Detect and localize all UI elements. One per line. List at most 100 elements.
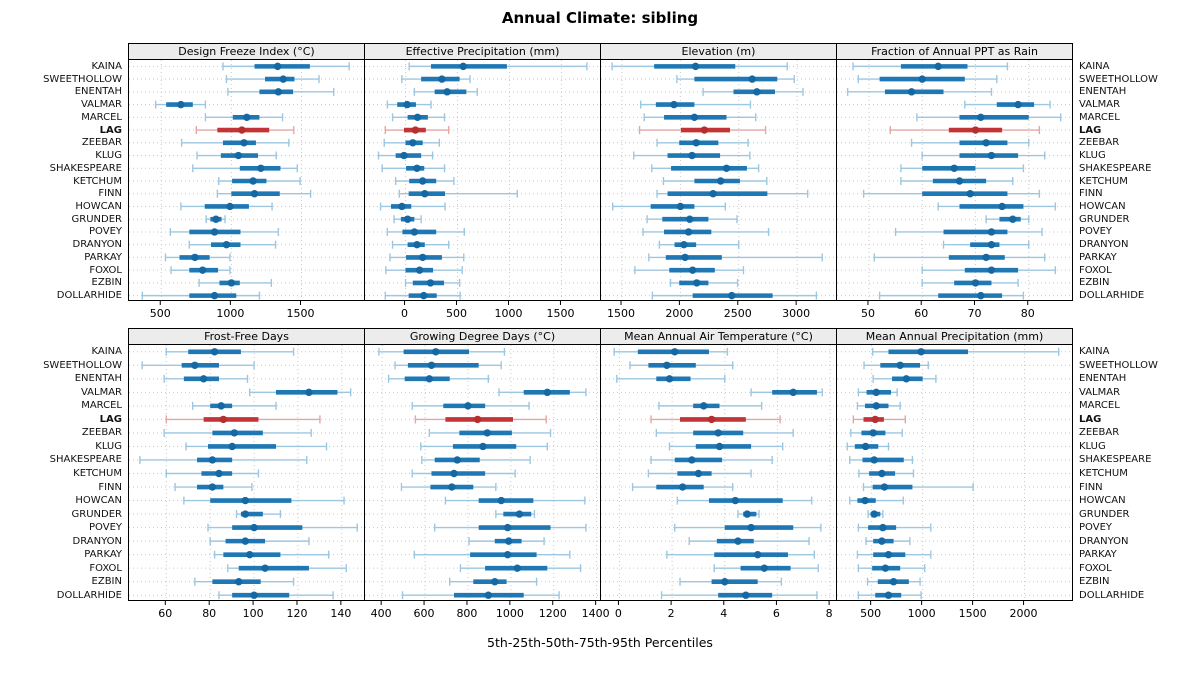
panel-grid: KAINA SWEETHOLLOW ENENTAH VALMAR MARCEL LAG ZE…	[0, 43, 1200, 625]
site-label-klug: KLUG	[95, 150, 122, 162]
axis-tick-label: 120	[286, 607, 307, 620]
percentile-row-marcel	[658, 401, 763, 410]
site-label-grunder: GRUNDER	[1079, 213, 1130, 225]
percentile-row-dollarhide	[141, 291, 261, 300]
site-label-enentah: ENENTAH	[1079, 373, 1127, 385]
percentile-row-lag	[195, 126, 295, 135]
site-label-zeebar: ZEEBAR	[81, 137, 122, 149]
percentile-row-ezbin	[198, 278, 273, 287]
percentile-row-lag	[638, 126, 767, 135]
site-label-kaina: KAINA	[91, 346, 123, 358]
site-labels-left: KAINA SWEETHOLLOW ENENTAH VALMAR MARCEL LAG ZE…	[0, 328, 128, 602]
percentile-row-povey	[434, 523, 587, 532]
percentile-row-ketchum	[858, 469, 915, 478]
percentile-row-dranyon	[688, 537, 810, 546]
panel-axis: 60 80 100 120 140	[158, 601, 351, 620]
percentile-row-parkay	[856, 550, 932, 559]
site-label-foxol: FOXOL	[1079, 264, 1112, 276]
panel-header: Elevation (m)	[600, 43, 837, 60]
panel-plot	[600, 344, 837, 601]
percentile-row-shakespeare	[192, 164, 298, 173]
percentile-row-finn	[400, 483, 497, 492]
percentile-row-foxol	[170, 266, 231, 275]
axis-tick-label: 80	[1021, 307, 1035, 320]
percentile-row-dollarhide	[401, 591, 560, 600]
site-label-enentah: ENENTAH	[1079, 86, 1127, 98]
percentile-row-finn	[631, 483, 734, 492]
percentile-row-marcel	[191, 401, 277, 410]
site-label-dollarhide: DOLLARHIDE	[1079, 290, 1145, 302]
percentile-row-zeebar	[163, 428, 312, 437]
panel-fraction-of-annual-ppt-as-rain: Fraction of Annual PPT as Rain 50 60 70 80	[836, 43, 1073, 325]
percentile-row-sweethollow	[676, 75, 795, 84]
percentile-row-finn	[174, 483, 253, 492]
axis-tick-label: 1500	[546, 307, 574, 320]
percentile-row-dranyon	[658, 240, 740, 249]
axis-tick-label: 60	[914, 307, 928, 320]
percentile-row-sweethollow	[225, 75, 320, 84]
percentile-row-dollarhide	[384, 291, 461, 300]
percentile-row-enentah	[872, 374, 937, 383]
percentile-row-dollarhide	[660, 591, 818, 600]
axis-tick-label: 100	[243, 607, 264, 620]
percentile-row-zeebar	[656, 138, 749, 147]
axis-tick-label: 500	[446, 307, 467, 320]
percentile-row-marcel	[643, 113, 757, 122]
panel-axis: 50 60 70 80	[861, 301, 1035, 320]
percentile-row-howcan	[183, 496, 345, 505]
percentile-row-shakespeare	[650, 455, 773, 464]
percentile-row-shakespeare	[139, 455, 308, 464]
site-label-marcel: MARCEL	[1079, 111, 1120, 123]
site-label-marcel: MARCEL	[81, 111, 122, 123]
site-label-povey: POVEY	[1079, 226, 1112, 238]
percentile-row-grunder	[205, 215, 226, 224]
percentile-row-foxol	[385, 266, 463, 275]
site-labels-right: KAINA SWEETHOLLOW ENENTAH VALMAR MARCEL LAG ZE…	[1073, 43, 1200, 302]
axis-tick-label: 140	[330, 607, 351, 620]
percentile-row-kaina	[613, 347, 729, 356]
axis-tick-label: 4	[720, 607, 727, 620]
percentile-row-shakespeare	[651, 164, 760, 173]
axis-caption: 5th-25th-50th-75th-95th Percentiles	[487, 635, 713, 650]
percentile-row-dollarhide	[878, 291, 1025, 300]
axis-tick-label: 0	[401, 307, 408, 320]
site-label-foxol: FOXOL	[1079, 562, 1112, 574]
axis-tick-label: 400	[371, 607, 392, 620]
percentile-row-enentah	[413, 87, 478, 96]
percentile-row-enentah	[387, 374, 490, 383]
percentile-row-povey	[642, 227, 770, 236]
percentile-row-lag	[165, 415, 321, 424]
percentile-row-grunder	[393, 215, 422, 224]
site-label-ezbin: EZBIN	[91, 576, 122, 588]
panel-header: Mean Annual Precipitation (mm)	[836, 328, 1073, 345]
percentile-row-lag	[852, 415, 906, 424]
percentile-row-parkay	[164, 253, 231, 262]
site-label-parkay: PARKAY	[84, 251, 122, 263]
percentile-row-zeebar	[428, 428, 552, 437]
percentile-row-kaina	[378, 347, 506, 356]
site-label-zeebar: ZEEBAR	[1079, 137, 1120, 149]
percentile-row-finn	[398, 189, 518, 198]
panel-mean-annual-precipitation-mm: Mean Annual Precipitation (mm) 500 1000 150…	[836, 328, 1073, 625]
panel-axis: 0 2 4 6 8	[615, 601, 833, 620]
percentile-row-marcel	[411, 401, 530, 410]
panel-header: Fraction of Annual PPT as Rain	[836, 43, 1073, 60]
percentile-row-valmar	[639, 100, 752, 109]
percentile-row-shakespeare	[421, 455, 531, 464]
percentile-row-kaina	[871, 347, 1060, 356]
percentile-row-valmar	[154, 100, 207, 109]
percentile-row-klug	[846, 442, 890, 451]
site-label-lag: LAG	[1079, 413, 1102, 425]
percentile-row-zeebar	[655, 428, 794, 437]
percentile-row-howcan	[379, 202, 446, 211]
site-label-dranyon: DRANYON	[72, 535, 122, 547]
percentile-row-kaina	[165, 347, 295, 356]
panel-header: Mean Annual Air Temperature (°C)	[600, 328, 837, 345]
axis-tick-label: 1200	[539, 607, 567, 620]
percentile-row-foxol	[713, 564, 819, 573]
site-label-klug: KLUG	[1079, 440, 1106, 452]
site-label-howcan: HOWCAN	[1079, 200, 1126, 212]
percentile-row-marcel	[856, 401, 901, 410]
percentile-row-klug	[185, 442, 328, 451]
axis-tick-label: 1500	[959, 607, 987, 620]
